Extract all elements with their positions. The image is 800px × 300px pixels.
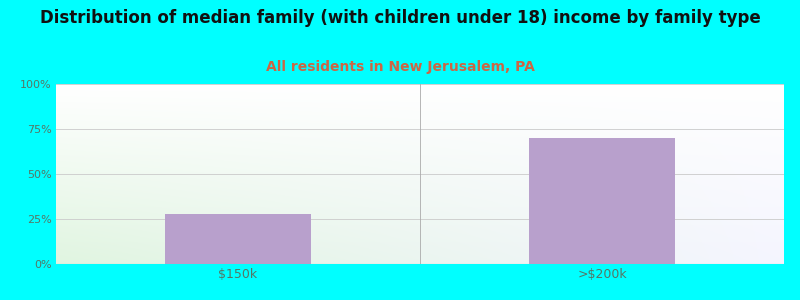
Bar bbox=[166, 214, 310, 264]
Bar bbox=[530, 138, 675, 264]
Text: All residents in New Jerusalem, PA: All residents in New Jerusalem, PA bbox=[266, 60, 534, 74]
Text: Distribution of median family (with children under 18) income by family type: Distribution of median family (with chil… bbox=[40, 9, 760, 27]
